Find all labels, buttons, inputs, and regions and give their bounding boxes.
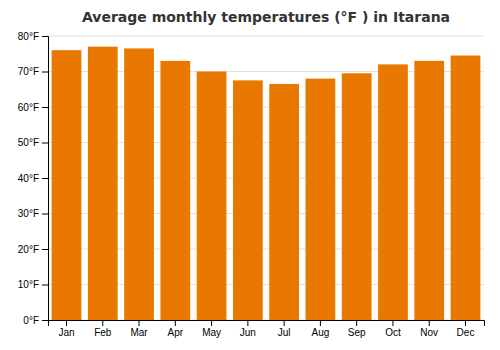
y-tick-mark — [42, 214, 48, 215]
x-tick: Dec — [457, 320, 475, 338]
x-tick: Nov — [420, 320, 438, 338]
x-tick: Aug — [312, 320, 330, 338]
y-tick-mark — [42, 143, 48, 144]
x-tick-label: Jul — [278, 327, 291, 338]
y-axis: 0°F 10°F 20°F 30°F 40°F 50°F 60°F 70°F 80°F — [18, 31, 49, 326]
y-tick: 40°F — [18, 173, 48, 184]
y-tick-label: 60°F — [18, 102, 39, 113]
x-tick: Jun — [240, 320, 256, 338]
y-tick-label: 80°F — [18, 31, 39, 42]
bar — [306, 79, 336, 320]
bar — [342, 73, 372, 320]
x-tick-mark — [211, 320, 212, 326]
y-tick-mark — [42, 249, 48, 250]
y-tick-label: 40°F — [18, 173, 39, 184]
grid — [48, 36, 484, 320]
y-tick-label: 30°F — [18, 208, 39, 219]
y-tick-mark — [42, 285, 48, 286]
x-tick-mark — [465, 320, 466, 326]
x-tick: Jan — [58, 320, 74, 338]
bar — [52, 50, 82, 320]
x-axis-line — [49, 321, 485, 327]
y-tick-mark — [42, 320, 48, 321]
x-tick-mark — [175, 320, 176, 326]
bar — [88, 47, 118, 320]
bars — [52, 47, 481, 320]
y-tick-label: 70°F — [18, 66, 39, 77]
y-axis-line — [42, 37, 49, 321]
grid-line — [48, 36, 484, 37]
x-tick-label: Mar — [130, 327, 148, 338]
x-tick-mark — [102, 320, 103, 326]
x-tick-label: Apr — [168, 327, 184, 338]
x-tick-mark — [429, 320, 430, 326]
y-tick: 80°F — [18, 31, 48, 42]
x-tick-mark — [320, 320, 321, 326]
x-tick-label: Dec — [457, 327, 475, 338]
y-tick-mark — [42, 36, 48, 37]
chart: 0°F 10°F 20°F 30°F 40°F 50°F 60°F 70°F 80°F Jan Fe… — [0, 0, 500, 350]
x-tick-label: Sep — [348, 327, 366, 338]
x-tick: Apr — [168, 320, 184, 338]
y-tick-label: 10°F — [18, 279, 39, 290]
x-tick-label: Nov — [420, 327, 438, 338]
y-tick: 20°F — [18, 244, 48, 255]
y-tick-mark — [42, 72, 48, 73]
x-tick-label: Oct — [385, 327, 401, 338]
y-tick: 30°F — [18, 208, 48, 219]
x-tick: Jul — [278, 320, 291, 338]
title: Average monthly temperatures (°F ) in It… — [82, 9, 450, 25]
x-axis: Jan Feb Mar Apr May Jun Jul Aug Sep Oct Nov Dec — [49, 320, 485, 338]
bar — [378, 64, 408, 320]
x-tick-mark — [66, 320, 67, 326]
bar — [414, 61, 444, 320]
bar — [197, 72, 227, 321]
y-tick-label: 0°F — [23, 315, 39, 326]
bar — [451, 56, 481, 320]
x-tick-mark — [392, 320, 393, 326]
bar — [124, 48, 154, 320]
y-tick: 50°F — [18, 137, 48, 148]
x-tick: May — [202, 320, 221, 338]
x-tick: Oct — [385, 320, 401, 338]
y-tick-mark — [42, 178, 48, 179]
x-tick: Mar — [130, 320, 148, 338]
bar — [233, 80, 263, 320]
x-tick-label: Feb — [94, 327, 112, 338]
y-tick: 10°F — [18, 279, 48, 290]
y-tick-mark — [42, 107, 48, 108]
x-tick-mark — [247, 320, 248, 326]
x-tick: Sep — [348, 320, 366, 338]
x-tick-mark — [139, 320, 140, 326]
y-tick: 60°F — [18, 102, 48, 113]
bar — [160, 61, 190, 320]
y-tick-label: 20°F — [18, 244, 39, 255]
x-tick-label: Aug — [312, 327, 330, 338]
x-tick-mark — [284, 320, 285, 326]
x-tick-label: May — [202, 327, 221, 338]
y-tick: 0°F — [23, 315, 48, 326]
bar — [269, 84, 299, 320]
x-tick-label: Jan — [58, 327, 74, 338]
x-tick: Feb — [94, 320, 112, 338]
plot-area: 0°F 10°F 20°F 30°F 40°F 50°F 60°F 70°F 80°F Jan Fe… — [18, 31, 485, 338]
x-tick-label: Jun — [240, 327, 256, 338]
y-tick: 70°F — [18, 66, 48, 77]
y-tick-label: 50°F — [18, 137, 39, 148]
x-tick-mark — [356, 320, 357, 326]
